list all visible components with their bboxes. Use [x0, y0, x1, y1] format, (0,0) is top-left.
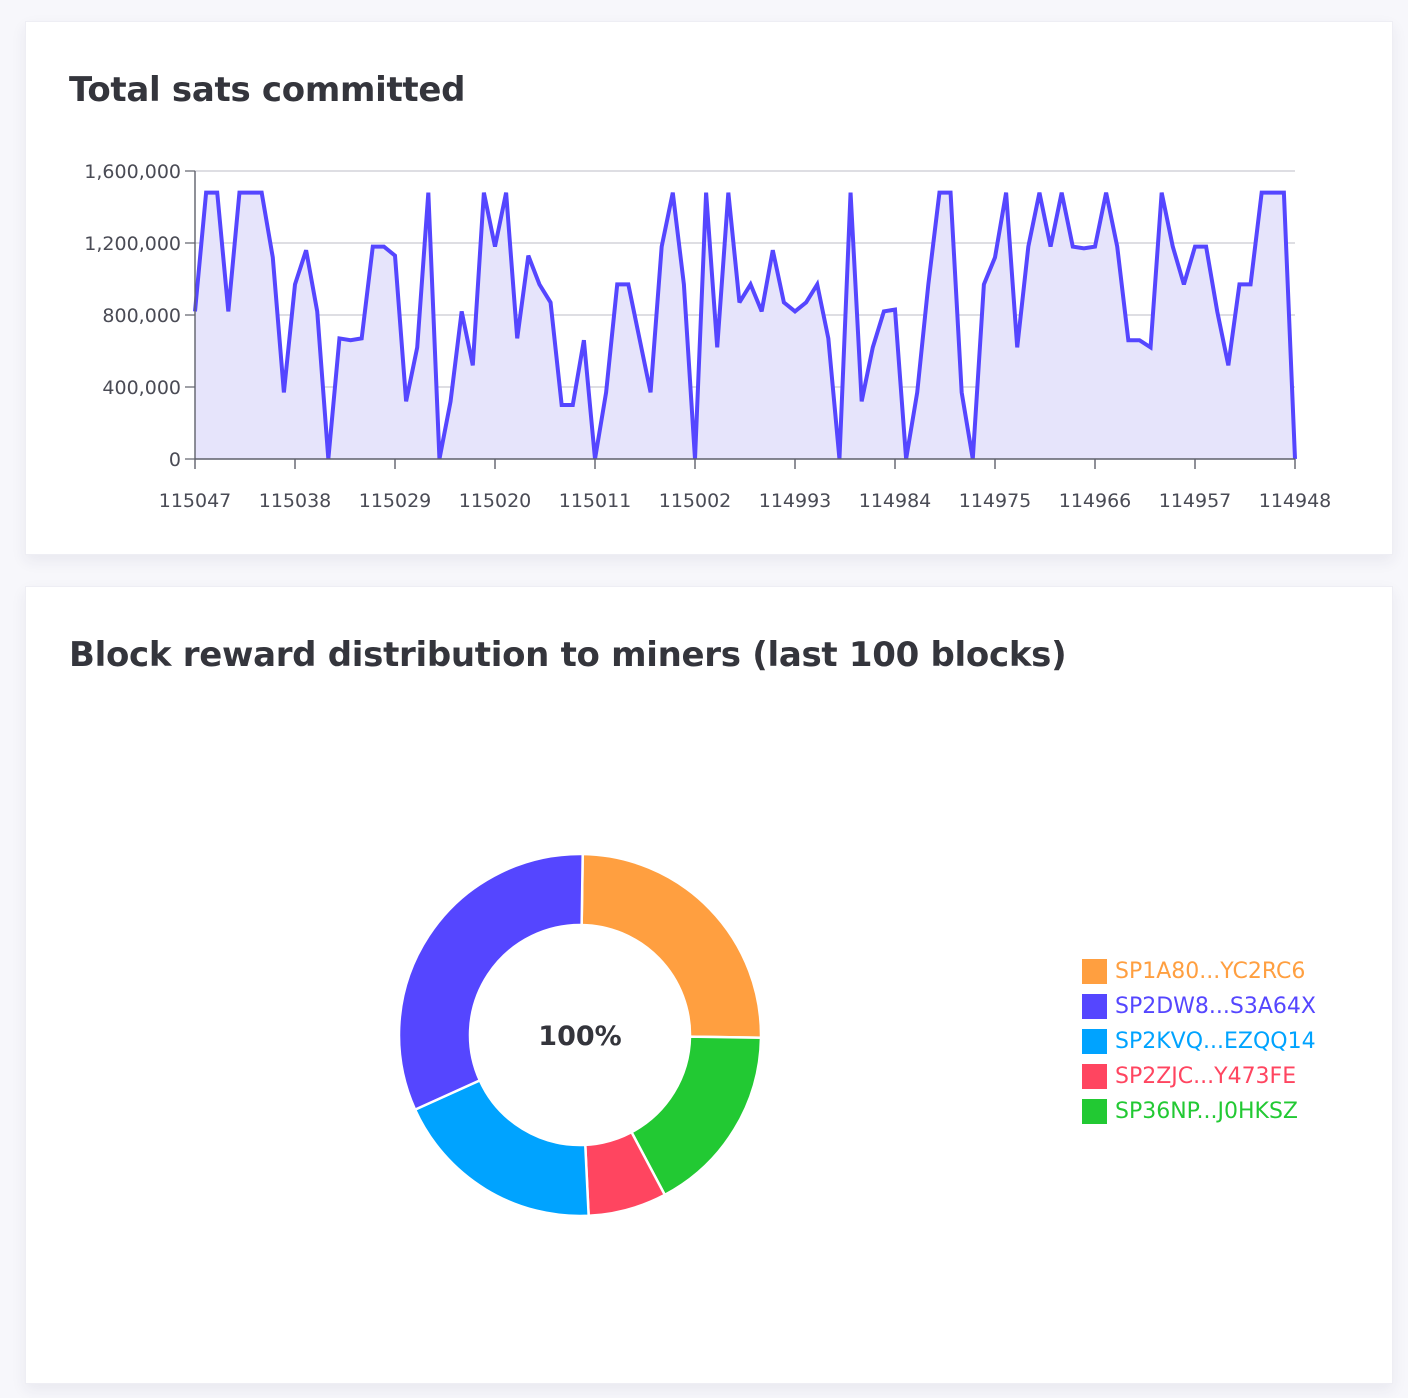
pie-center-label: 100%	[538, 1021, 621, 1052]
x-tick-label: 114993	[759, 490, 832, 512]
reward-distribution-card: Block reward distribution to miners (las…	[25, 586, 1393, 1384]
series-line	[193, 190, 1297, 460]
x-tick-label: 114975	[959, 490, 1032, 512]
legend-swatch	[1082, 994, 1107, 1019]
legend-item[interactable]: SP2DW8...S3A64X	[1082, 989, 1316, 1024]
area-fill	[195, 192, 1295, 459]
legend-swatch	[1082, 1029, 1107, 1054]
x-tick-label: 115047	[159, 490, 232, 512]
x-tick-label: 114966	[1059, 490, 1132, 512]
y-tick-label: 800,000	[102, 305, 181, 327]
legend-label: SP36NP...J0HKSZ	[1115, 1099, 1298, 1124]
x-tick-label: 115029	[359, 490, 432, 512]
y-tick-label: 400,000	[102, 377, 181, 399]
donut-chart[interactable]: 100%	[26, 587, 1026, 1383]
x-tick-label: 114957	[1159, 490, 1232, 512]
legend-label: SP1A80...YC2RC6	[1115, 959, 1306, 984]
line-chart[interactable]: 0 400,000 800,000 1,200,000 1,600,000 115047 1…	[26, 22, 1392, 554]
legend-item[interactable]: SP2KVQ...EZQQ14	[1082, 1024, 1316, 1059]
pie-chart-title: Block reward distribution to miners (las…	[69, 635, 1067, 675]
legend-swatch	[1082, 1099, 1107, 1124]
y-tick-label: 1,200,000	[84, 233, 181, 255]
legend-label: SP2ZJC...Y473FE	[1115, 1064, 1297, 1089]
x-tick-label: 115011	[559, 490, 632, 512]
pie-slice[interactable]	[413, 1078, 590, 1218]
total-sats-card: Total sats committed 0 400,000 800,000 1,20…	[25, 21, 1393, 555]
x-tick-label: 114984	[859, 490, 932, 512]
legend-swatch	[1082, 959, 1107, 984]
legend-label: SP2KVQ...EZQQ14	[1115, 1029, 1316, 1054]
pie-slice[interactable]	[397, 852, 584, 1112]
y-tick-label: 1,600,000	[84, 161, 181, 183]
y-tick-label: 0	[169, 449, 181, 471]
legend-item[interactable]: SP36NP...J0HKSZ	[1082, 1094, 1316, 1129]
pie-slice[interactable]	[580, 852, 763, 1039]
pie-legend: SP1A80...YC2RC6 SP2DW8...S3A64X SP2KVQ...E…	[1082, 954, 1316, 1129]
x-tick-label: 114948	[1259, 490, 1332, 512]
legend-swatch	[1082, 1064, 1107, 1089]
line-chart-title: Total sats committed	[69, 70, 466, 110]
x-tick-label: 115038	[259, 490, 332, 512]
x-tick-label: 115020	[459, 490, 532, 512]
legend-item[interactable]: SP2ZJC...Y473FE	[1082, 1059, 1316, 1094]
legend-label: SP2DW8...S3A64X	[1115, 994, 1316, 1019]
legend-item[interactable]: SP1A80...YC2RC6	[1082, 954, 1316, 989]
x-tick-label: 115002	[659, 490, 732, 512]
